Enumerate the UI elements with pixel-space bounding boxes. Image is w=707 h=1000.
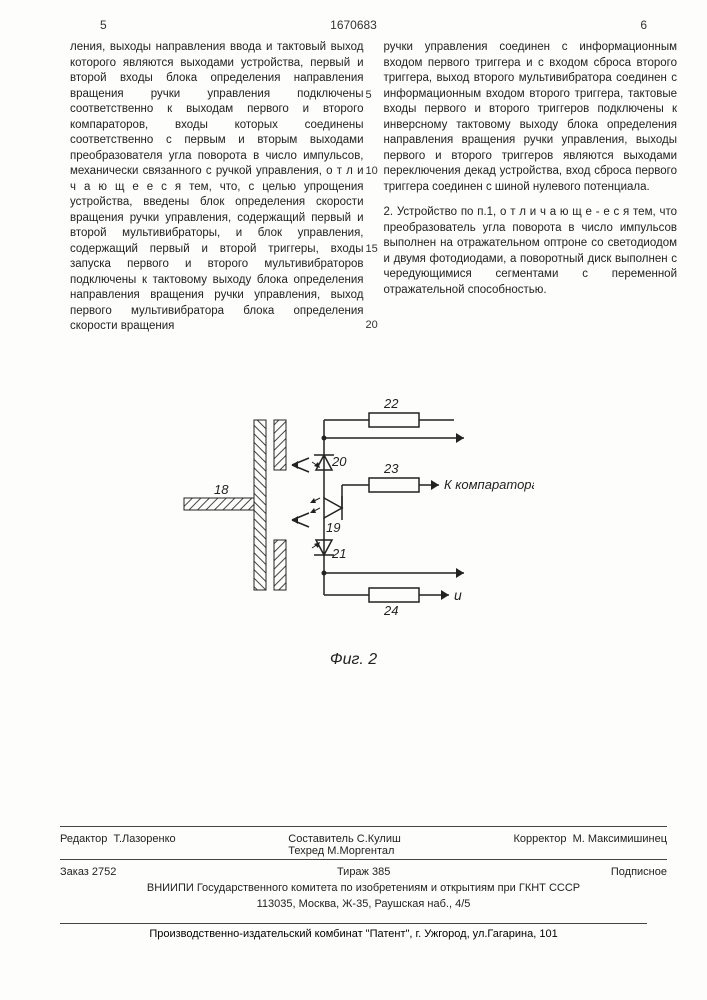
line-number: 20 bbox=[366, 318, 382, 333]
address: 113035, Москва, Ж-35, Раушская наб., 4/5 bbox=[60, 898, 667, 910]
label-20: 20 bbox=[331, 454, 347, 469]
page-number-right: 6 bbox=[640, 18, 647, 32]
photodiode-20 bbox=[312, 440, 334, 470]
subscript: Подписное bbox=[611, 866, 667, 878]
figure-caption: Фиг. 2 bbox=[0, 651, 707, 669]
patent-number: 1670683 bbox=[0, 18, 707, 32]
disk-left bbox=[254, 420, 266, 590]
editor: Редактор Т.Лазоренко bbox=[60, 833, 176, 857]
label-22: 22 bbox=[383, 396, 399, 411]
org: ВНИИПИ Государственного комитета по изоб… bbox=[60, 882, 667, 894]
text-columns: ления, выходы направления ввода и тактов… bbox=[70, 40, 677, 335]
tirazh: Тираж 385 bbox=[337, 866, 390, 878]
label-23: 23 bbox=[383, 461, 399, 476]
shaft bbox=[184, 498, 254, 510]
led-19 bbox=[310, 496, 342, 520]
corrector: Корректор М. Максимишинец bbox=[513, 833, 667, 857]
column-right: ручки управления соединен с информационн… bbox=[384, 40, 678, 335]
disk-seg-top bbox=[274, 420, 286, 470]
label-21: 21 bbox=[331, 546, 346, 561]
column-left: ления, выходы направления ввода и тактов… bbox=[70, 40, 364, 335]
resistor-23 bbox=[369, 478, 419, 492]
column-left-text: ления, выходы направления ввода и тактов… bbox=[70, 41, 364, 332]
line-number: 5 bbox=[366, 88, 382, 103]
label-u: u bbox=[454, 587, 462, 603]
label-18: 18 bbox=[214, 482, 229, 497]
label-komparator: К компараторам bbox=[444, 477, 534, 492]
column-right-text-1: ручки управления соединен с информационн… bbox=[384, 41, 678, 193]
line-number: 15 bbox=[366, 242, 382, 257]
page: 5 1670683 6 ления, выходы направления вв… bbox=[0, 0, 707, 1000]
figure-2: 18 19 bbox=[0, 380, 707, 669]
disk-seg-bot bbox=[274, 540, 286, 590]
resistor-24 bbox=[369, 588, 419, 602]
line-number: 10 bbox=[366, 164, 382, 179]
label-19: 19 bbox=[326, 520, 340, 535]
column-right-text-2: 2. Устройство по п.1, о т л и ч а ю щ е … bbox=[384, 206, 678, 296]
photodiode-21 bbox=[312, 540, 334, 575]
schematic-svg: 18 19 bbox=[174, 380, 534, 640]
order: Заказ 2752 bbox=[60, 866, 116, 878]
resistor-22 bbox=[369, 413, 419, 427]
printer-line: Производственно-издательский комбинат "П… bbox=[60, 923, 647, 940]
compiler-techred: Составитель С.Кулиш Техред М.Моргентал bbox=[288, 833, 401, 857]
label-24: 24 bbox=[383, 603, 398, 618]
footer: Редактор Т.Лазоренко Составитель С.Кулиш… bbox=[60, 824, 667, 910]
